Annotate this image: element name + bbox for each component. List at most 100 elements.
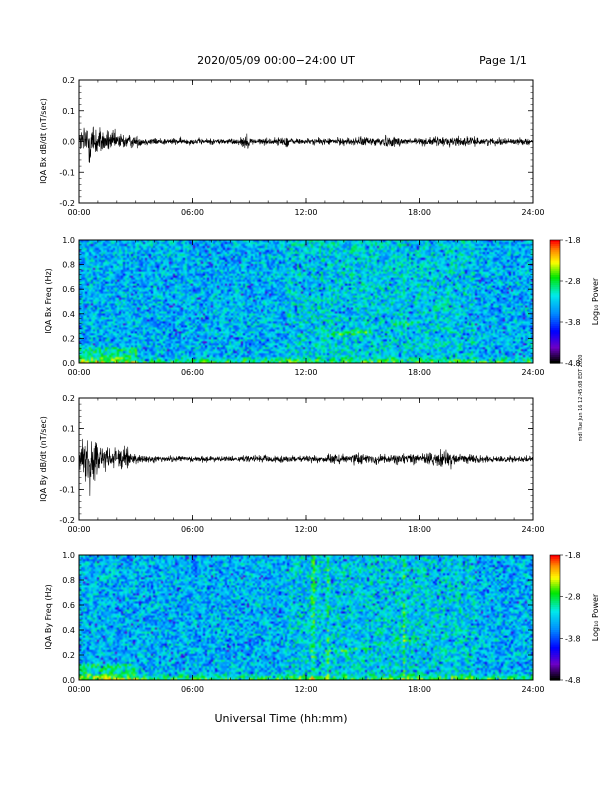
colorbar-segment <box>550 258 560 262</box>
colorbar-segment <box>550 260 560 264</box>
colorbar-segment <box>550 244 560 247</box>
colorbar-segment <box>550 303 560 307</box>
colorbar-segment <box>550 266 560 270</box>
colorbar-segment <box>550 311 560 315</box>
x-tick-label: 18:00 <box>408 368 431 377</box>
colorbar-segment <box>550 673 560 677</box>
panel-bx-spectrogram-axes: 00:00 06:00 12:00 18:00 24:00 1.0 0.8 0.6 0.4 0.2… <box>62 236 544 377</box>
colorbar-segment <box>550 315 560 319</box>
y-tick-label: 0.0 <box>62 676 75 685</box>
colorbar-segment <box>550 256 560 260</box>
colorbar-segment <box>550 274 560 278</box>
colorbar-segment <box>550 571 560 575</box>
y-tick-label: 0.4 <box>62 310 75 319</box>
colorbar-segment <box>550 632 560 635</box>
x-tick-label: 24:00 <box>521 208 544 217</box>
panel-bx-dbdt-axes: 00:00 06:00 12:00 18:00 24:00 0.2 0.1 0.0 -0.1 -0… <box>59 76 544 217</box>
colorbar-segment <box>550 287 560 290</box>
colorbar-segment <box>550 291 560 294</box>
panel-bx-spectrogram: 00:00 06:00 12:00 18:00 24:00 1.0 0.8 0.6 0.4 0.2… <box>44 236 600 377</box>
colorbar-segment <box>550 350 560 354</box>
x-tick-label: 18:00 <box>408 685 431 694</box>
y-tick-label: -0.1 <box>59 486 75 495</box>
colorbar-segment <box>550 567 560 571</box>
colorbar-segment <box>550 313 560 317</box>
colorbar-segment <box>550 627 560 631</box>
y-tick-label: -0.2 <box>59 516 75 525</box>
colorbar-segment <box>550 346 560 350</box>
colorbar-segment <box>550 563 560 567</box>
x-tick-label: 12:00 <box>294 525 317 534</box>
colorbar-segment <box>550 342 560 346</box>
colorbar-segment <box>550 250 560 253</box>
x-tick-label: 24:00 <box>521 685 544 694</box>
panel-by-spectrogram-axes: 00:00 06:00 12:00 18:00 24:00 1.0 0.8 0.6 0.4 0.2… <box>62 551 544 694</box>
colorbar-label: Log₁₀ Power <box>591 593 600 641</box>
bx-spectrogram-image <box>79 240 533 363</box>
colorbar-segment <box>550 299 560 303</box>
x-tick-label: 00:00 <box>67 525 90 534</box>
colorbar-segment <box>550 557 560 560</box>
colorbar-segment <box>550 252 560 255</box>
page-indicator: Page 1/1 <box>479 54 527 67</box>
colorbar-segment <box>550 307 560 311</box>
colorbar-segment <box>550 640 560 644</box>
colorbar-segment <box>550 592 560 596</box>
colorbar-segment <box>550 293 560 296</box>
colorbar-tick-label: -4.8 <box>565 676 581 685</box>
colorbar-segment <box>550 332 560 335</box>
colorbar-segment <box>550 565 560 569</box>
colorbar-segment <box>550 675 560 679</box>
colorbar-segment <box>550 569 560 573</box>
colorbar-segment <box>550 669 560 673</box>
colorbar-segment <box>550 665 560 669</box>
colorbar-segment <box>550 348 560 352</box>
colorbar-segment <box>550 240 560 243</box>
bx-dbdt-trace <box>78 126 534 163</box>
colorbar-segment <box>550 625 560 629</box>
colorbar-segment <box>550 573 560 577</box>
y-tick-label: 0.1 <box>62 107 75 116</box>
colorbar-segment <box>550 663 560 667</box>
colorbar-segment <box>550 623 560 627</box>
colorbar-segment <box>550 621 560 625</box>
y-tick-label: 0.1 <box>62 425 75 434</box>
colorbar-segment <box>550 615 560 619</box>
y-tick-label: 0.2 <box>62 334 75 343</box>
colorbar-tick-label: -3.8 <box>565 634 581 643</box>
colorbar-segment <box>550 324 560 327</box>
colorbar-segment <box>550 613 560 617</box>
colorbar-segment <box>550 281 560 284</box>
colorbar-tick-label: -1.8 <box>565 236 581 245</box>
x-tick-label: 06:00 <box>181 368 204 377</box>
y-tick-label: 0.8 <box>62 261 75 270</box>
colorbar-tick-label: -1.8 <box>565 551 581 560</box>
colorbar-segment <box>550 276 560 280</box>
colorbar-segment <box>550 338 560 342</box>
colorbar-segment <box>550 289 560 292</box>
colorbar-segment <box>550 609 560 612</box>
colorbar-segment <box>550 272 560 276</box>
colorbar-tick-label: -4.8 <box>565 359 581 368</box>
colorbar-segment <box>550 657 560 660</box>
by-freq-ylabel: IQA By Freq (Hz) <box>44 584 53 650</box>
colorbar-segment <box>550 605 560 608</box>
colorbar-segment <box>550 268 560 272</box>
y-tick-label: 0.0 <box>62 359 75 368</box>
colorbar-segment <box>550 586 560 589</box>
colorbar-segment <box>550 326 560 329</box>
colorbar-segment <box>550 254 560 257</box>
y-tick-label: 0.2 <box>62 651 75 660</box>
colorbar-segment <box>550 634 560 637</box>
y-tick-label: 0.0 <box>62 455 75 464</box>
colorbar-segment <box>550 652 560 656</box>
colorbar-segment <box>550 301 560 305</box>
x-tick-label: 12:00 <box>294 368 317 377</box>
colorbar-segment <box>550 577 560 581</box>
colorbar-segment <box>550 283 560 286</box>
x-tick-label: 24:00 <box>521 368 544 377</box>
y-tick-label: 0.6 <box>62 285 75 294</box>
colorbar-segment <box>550 646 560 650</box>
x-tick-label: 06:00 <box>181 685 204 694</box>
by-dbdt-ylabel: IQA By dB/dt (nT/sec) <box>39 416 48 502</box>
